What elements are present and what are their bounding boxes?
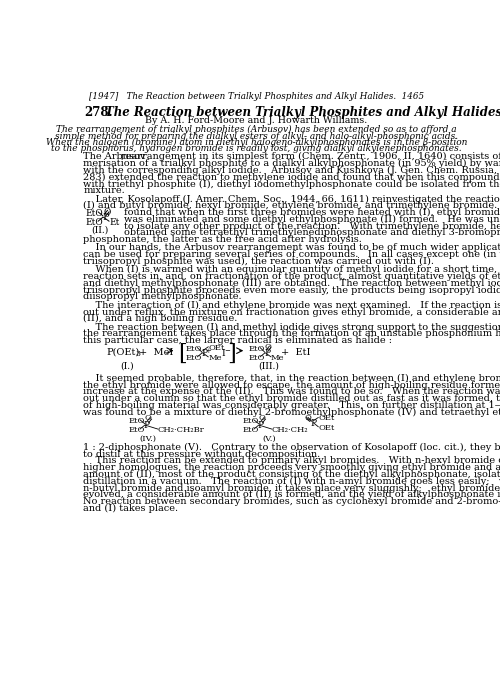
Text: The Reaction between Trialkyl Phosphites and Alkyl Halides.: The Reaction between Trialkyl Phosphites… [105, 106, 500, 119]
Text: to isolate any other product of the reaction.   With trimethylene bromide, he: to isolate any other product of the reac… [124, 221, 500, 231]
Text: ]: ] [227, 343, 235, 365]
Text: and (I) takes place.: and (I) takes place. [84, 504, 178, 513]
Text: found that when the first three bromides were heated with (I), ethyl bromide: found that when the first three bromides… [124, 208, 500, 217]
Text: 3: 3 [136, 350, 140, 358]
Text: OEt: OEt [318, 414, 334, 422]
Text: CH₂·CH₂Br: CH₂·CH₂Br [158, 426, 204, 434]
Text: with the corresponding alkyl iodide.   Arbusov and Kushkova (J. Gen. Chem. Russi: with the corresponding alkyl iodide. Arb… [84, 166, 500, 175]
Text: simple method for preparing the dialkyl esters of alkyl- and halo-alkyl-phosphon: simple method for preparing the dialkyl … [54, 132, 458, 141]
Text: merisation of a trialkyl phosphite to a dialkyl alkylphosphonate (in 95% yield) : merisation of a trialkyl phosphite to a … [84, 159, 500, 168]
Text: By A. H. Ford-Moore and J. Howarth Williams.: By A. H. Ford-Moore and J. Howarth Willi… [145, 116, 368, 125]
Text: EtO: EtO [242, 426, 258, 434]
Text: O: O [304, 414, 311, 422]
Text: P: P [264, 349, 270, 358]
Text: of high-boiling material was considerably greater.   This, on further distillati: of high-boiling material was considerabl… [84, 401, 500, 410]
Text: This reaction can be extended to primary alkyl bromides.   With n-hexyl bromide : This reaction can be extended to primary… [84, 456, 500, 466]
Text: +  MeI: + MeI [139, 348, 173, 356]
Text: P: P [144, 420, 150, 430]
Text: [1947]   The Reaction between Trialkyl Phosphites and Alkyl Halides.  1465: [1947] The Reaction between Trialkyl Pho… [88, 92, 424, 101]
Text: (II.): (II.) [91, 226, 108, 235]
Text: was eliminated and some diethyl ethylphosphonate (II) formed.   He was unable: was eliminated and some diethyl ethylpho… [124, 215, 500, 224]
Text: +: + [205, 347, 211, 355]
Text: increase at the expense of the (II).   This was found to be so.   When the react: increase at the expense of the (II). Thi… [84, 387, 500, 397]
Text: O: O [144, 414, 152, 422]
Text: When (I) is warmed with an equimolar quantity of methyl iodide for a short time,: When (I) is warmed with an equimolar qua… [84, 265, 500, 274]
Text: higher homologues, the reaction proceeds very smoothly giving ethyl bromide and : higher homologues, the reaction proceeds… [84, 463, 500, 473]
Text: P: P [102, 213, 108, 223]
Text: EtO: EtO [128, 417, 145, 425]
Text: +  EtI: + EtI [281, 348, 310, 356]
Text: EtO: EtO [186, 344, 202, 352]
Text: EtO: EtO [248, 354, 265, 362]
Text: CH₂·CH₂: CH₂·CH₂ [272, 426, 308, 434]
Text: P(OEt): P(OEt) [106, 348, 140, 356]
Text: P: P [201, 349, 207, 358]
Text: EtO: EtO [186, 354, 202, 362]
Text: distillation in a vacuum.   The reaction of (I) with n-amyl bromide goes less ea: distillation in a vacuum. The reaction o… [84, 477, 500, 486]
Text: mixture.: mixture. [84, 186, 125, 195]
Text: When the halogen (bromine) atom in diethyl halogeno-alkylphosphonates is in the : When the halogen (bromine) atom in dieth… [46, 138, 467, 147]
Text: rearrangement in its simplest form (Chem. Zentr., 1906, II, 1640) consists of th: rearrangement in its simplest form (Chem… [122, 152, 500, 162]
Text: It seemed probable, therefore, that, in the reaction between (I) and ethylene br: It seemed probable, therefore, that, in … [84, 373, 500, 383]
Text: out under a column so that the ethyl bromide distilled out as fast as it was for: out under a column so that the ethyl bro… [84, 394, 500, 403]
Text: OEt: OEt [208, 344, 224, 352]
Text: phosphonate, the latter as the free acid after hydrolysis.: phosphonate, the latter as the free acid… [84, 235, 362, 244]
Text: I: I [222, 349, 225, 358]
Text: P: P [310, 419, 316, 428]
Text: No reaction between secondary bromides, such as cyclohexyl bromide and 2-bromo-o: No reaction between secondary bromides, … [84, 497, 500, 506]
Text: to the phosphorus, hydrogen bromide is readily lost, giving dialkyl alkylenephos: to the phosphorus, hydrogen bromide is r… [51, 144, 462, 153]
Text: diisopropyl methylphosphonate.: diisopropyl methylphosphonate. [84, 293, 242, 301]
Text: out under reflux, the mixture on fractionation gives ethyl bromide, a considerab: out under reflux, the mixture on fractio… [84, 308, 500, 316]
Text: O: O [265, 343, 272, 351]
Text: Later, Kosolapoff (J. Amer. Chem. Soc., 1944, 66, 1611) reinvestigated the react: Later, Kosolapoff (J. Amer. Chem. Soc., … [84, 194, 500, 204]
Text: Et: Et [109, 218, 120, 227]
Text: Me: Me [208, 354, 222, 362]
Text: EtO: EtO [86, 218, 104, 227]
Text: The reaction between (I) and methyl iodide gives strong support to the suggestio: The reaction between (I) and methyl iodi… [84, 323, 500, 332]
Text: (I) and butyl bromide, hexyl bromide, ethylene bromide, and trimethylene bromide: (I) and butyl bromide, hexyl bromide, et… [84, 201, 500, 210]
Text: (IV.): (IV.) [139, 435, 156, 443]
Text: can be used for preparing several series of compounds.   In all cases except one: can be used for preparing several series… [84, 251, 500, 259]
Text: (II), and a high boiling residue.: (II), and a high boiling residue. [84, 314, 238, 323]
Text: was found to be a mixture of diethyl 2-bromoethylphosphonate (IV) and tetraethyl: was found to be a mixture of diethyl 2-b… [84, 407, 500, 417]
Text: 283) extended the reaction to methylene iodide and found that when this compound: 283) extended the reaction to methylene … [84, 172, 500, 182]
Text: amount of (II), most of the product consisting of the diethyl alkylphosphonate, : amount of (II), most of the product cons… [84, 470, 500, 479]
Text: obtained some tetraethyl trimethylenediphosphonate and diethyl 3-bromopropyl-: obtained some tetraethyl trimethylenedip… [124, 228, 500, 238]
Text: to distil at this pressure without decomposition.: to distil at this pressure without decom… [84, 449, 320, 459]
Text: P: P [258, 420, 264, 430]
Text: O: O [258, 414, 266, 422]
Text: EtO: EtO [248, 344, 265, 352]
Text: The interaction of (I) and ethylene bromide was next examined.   If the reaction: The interaction of (I) and ethylene brom… [84, 301, 500, 310]
Text: n-butyl bromide and isoamyl bromide, it takes place very sluggishly;   ethyl bro: n-butyl bromide and isoamyl bromide, it … [84, 483, 500, 492]
Text: EtO: EtO [86, 209, 104, 218]
Text: [: [ [178, 343, 186, 365]
Text: (III.): (III.) [258, 361, 280, 371]
Text: evolved, a considerable amount of (II) is formed, and the yield of alkylphosphon: evolved, a considerable amount of (II) i… [84, 490, 500, 500]
Text: −: − [224, 347, 230, 355]
Text: (V.): (V.) [262, 435, 276, 443]
Text: EtO: EtO [242, 417, 258, 425]
Text: reaction sets in, and, on fractionation of the product, almost quantitative yiel: reaction sets in, and, on fractionation … [84, 272, 500, 281]
Text: EtO: EtO [128, 426, 145, 434]
Text: with triethyl phosphite (I), diethyl iodomethylphosphonate could be isolated fro: with triethyl phosphite (I), diethyl iod… [84, 179, 500, 189]
Text: 278.: 278. [84, 106, 113, 119]
Text: the ethyl bromide were allowed to escape, the amount of high-boiling residue for: the ethyl bromide were allowed to escape… [84, 380, 500, 390]
Text: O: O [104, 208, 111, 217]
Text: In our hands, the Arbusov rearrangement was found to be of much wider applicatio: In our hands, the Arbusov rearrangement … [84, 244, 500, 253]
Text: this particular case, the larger radical is eliminated as halide :: this particular case, the larger radical… [84, 336, 392, 345]
Text: triisopropyl phosphite was used), the reaction was carried out with (I).: triisopropyl phosphite was used), the re… [84, 257, 434, 266]
Text: The rearrangement of trialkyl phosphites (Arbusov) has been extended so as to af: The rearrangement of trialkyl phosphites… [56, 126, 456, 134]
Text: The Arbusov: The Arbusov [84, 152, 146, 162]
Text: (I.): (I.) [120, 361, 134, 371]
Text: Me: Me [271, 354, 284, 362]
Text: 1 : 2-diphosphonate (V).   Contrary to the observation of Kosolapoff (loc. cit.): 1 : 2-diphosphonate (V). Contrary to the… [84, 443, 500, 452]
Text: and diethyl methylphosphonate (III) are obtained.   The reaction between methyl : and diethyl methylphosphonate (III) are … [84, 279, 500, 288]
Text: triisopropyl phosphite proceeds even more easily, the products being isopropyl i: triisopropyl phosphite proceeds even mor… [84, 286, 500, 295]
Text: OEt: OEt [318, 424, 334, 433]
Text: the rearrangement takes place through the formation of an unstable phosphonium h: the rearrangement takes place through th… [84, 329, 500, 338]
